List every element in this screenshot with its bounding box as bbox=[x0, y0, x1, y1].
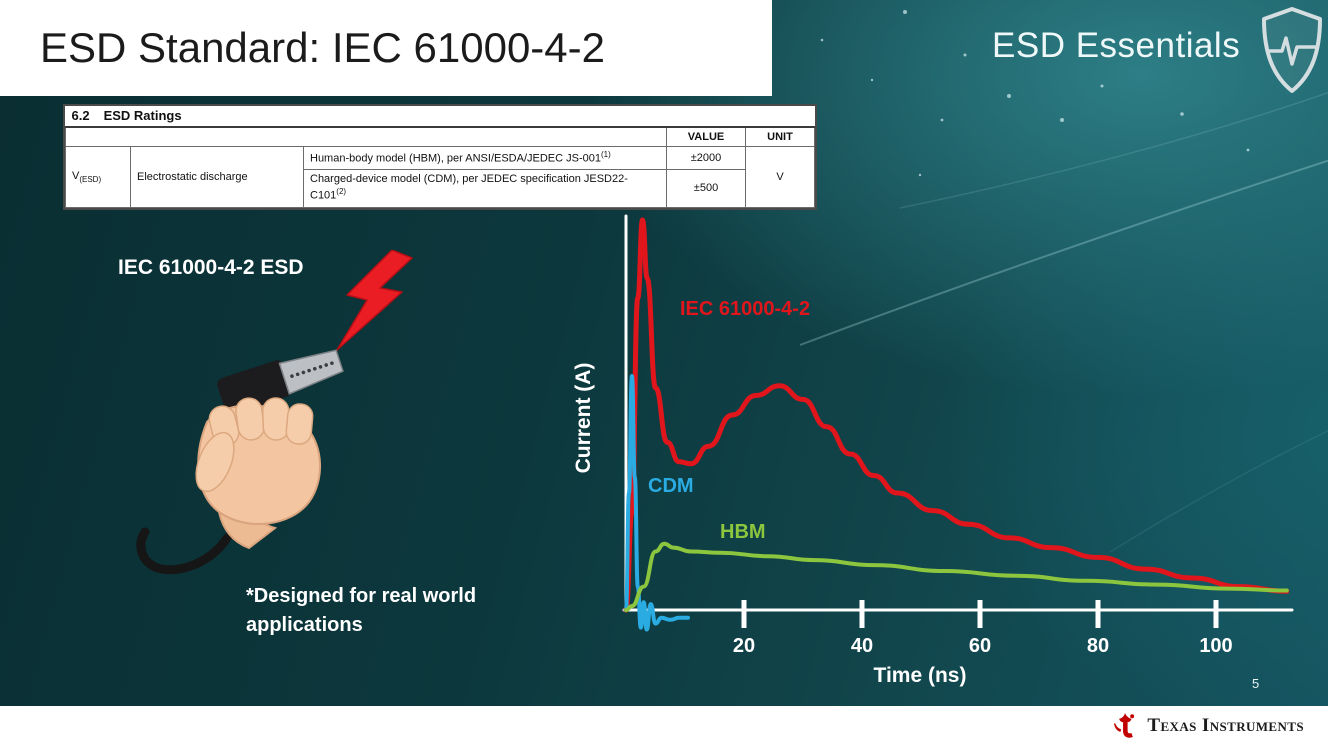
series-label-cdm: CDM bbox=[648, 475, 694, 497]
ti-bug-dot bbox=[1130, 714, 1135, 719]
parameter-cell: Electrostatic discharge bbox=[130, 146, 304, 208]
footnote-sup: (1) bbox=[601, 150, 611, 159]
section-title: ESD Ratings bbox=[103, 108, 182, 123]
symbol-text: V bbox=[72, 169, 80, 182]
symbol-subscript: (ESD) bbox=[79, 174, 102, 184]
tick-label: 80 bbox=[1087, 635, 1109, 657]
tick-label: 20 bbox=[733, 635, 755, 657]
connector-plug bbox=[278, 349, 344, 395]
title-banner: ESD Standard: IEC 61000-4-2 bbox=[0, 0, 772, 96]
y-axis-label: Current (A) bbox=[572, 363, 595, 474]
ti-logo-icon bbox=[1114, 713, 1135, 738]
brand-text: ESD Essentials bbox=[992, 26, 1241, 65]
series-label-hbm: HBM bbox=[720, 521, 766, 543]
caption-text: *Designed for real world applications bbox=[246, 585, 477, 636]
tick-label: 60 bbox=[969, 635, 991, 657]
series-curve-hbm bbox=[624, 541, 1289, 612]
symbol-cell: V(ESD) bbox=[65, 146, 131, 208]
table-row-cdm: Charged-device model (CDM), per JEDEC sp… bbox=[66, 169, 815, 208]
ti-bug-wing bbox=[1114, 723, 1122, 732]
illustration-label: IEC 61000-4-2 ESD bbox=[118, 256, 304, 279]
table-caption-row: 6.2 ESD Ratings bbox=[65, 106, 815, 128]
cable bbox=[136, 527, 232, 575]
light-streak bbox=[899, 91, 1328, 209]
x-axis-label: Time (ns) bbox=[874, 664, 967, 687]
pulse-line bbox=[1267, 36, 1317, 66]
table-header-row: VALUE UNIT bbox=[65, 126, 815, 147]
brand-wordmark: ESD Essentials bbox=[992, 26, 1240, 66]
shield-pulse-icon bbox=[1262, 7, 1322, 93]
bolt-shape bbox=[336, 250, 413, 351]
unit-header-cell: UNIT bbox=[745, 126, 815, 147]
empty-header-cell bbox=[65, 126, 667, 147]
lightning-bolt-icon bbox=[336, 250, 413, 351]
tick-label: 100 bbox=[1199, 635, 1232, 657]
table-row-hbm: V(ESD) Electrostatic discharge Human-bod… bbox=[65, 145, 815, 208]
unit-cell: V bbox=[745, 146, 815, 208]
description-text: Charged-device model (CDM), per JEDEC sp… bbox=[310, 173, 628, 202]
footer-bar: Texas Instruments bbox=[0, 706, 1328, 746]
description-text: Human-body model (HBM), per ANSI/ESDA/JE… bbox=[310, 152, 601, 165]
hand bbox=[195, 397, 321, 550]
hand-holding-hdmi-illustration bbox=[136, 349, 344, 575]
thumb bbox=[195, 431, 235, 493]
description-cell-hbm: Human-body model (HBM), per ANSI/ESDA/JE… bbox=[303, 145, 667, 171]
slide-title: ESD Standard: IEC 61000-4-2 bbox=[40, 24, 605, 71]
page-number: 5 bbox=[1252, 676, 1260, 691]
value-cell-cdm: ±500 bbox=[666, 169, 746, 208]
footer-brand-text: Texas Instruments bbox=[1147, 715, 1304, 736]
section-number: 6.2 bbox=[71, 108, 90, 123]
value-header-cell: VALUE bbox=[666, 126, 746, 147]
series-curve-cdm bbox=[624, 374, 690, 632]
esd-ratings-table: 6.2 ESD Ratings VALUE UNIT V(ESD) Electro… bbox=[63, 104, 817, 210]
table-caption-cell: 6.2 ESD Ratings bbox=[65, 106, 815, 128]
chart-canvas: 20 40 60 80 100 Time (ns) Current (A) IEC 61000… bbox=[572, 214, 1294, 687]
ti-bug-body bbox=[1119, 713, 1134, 738]
series-label-iec-61000-4-2: IEC 61000-4-2 bbox=[680, 298, 810, 320]
series-curve-iec-61000-4-2 bbox=[623, 217, 1290, 613]
pin-holes bbox=[290, 361, 334, 378]
footnote-sup: (2) bbox=[336, 187, 347, 197]
tick-label: 40 bbox=[851, 635, 873, 657]
esd-waveform-chart: 20 40 60 80 100 Time (ns) Current (A) IEC 61000… bbox=[560, 200, 1306, 700]
shield-outline bbox=[1262, 7, 1322, 93]
description-cell-cdm: Charged-device model (CDM), per JEDEC sp… bbox=[303, 169, 667, 208]
value-cell-hbm: ±2000 bbox=[666, 145, 746, 171]
